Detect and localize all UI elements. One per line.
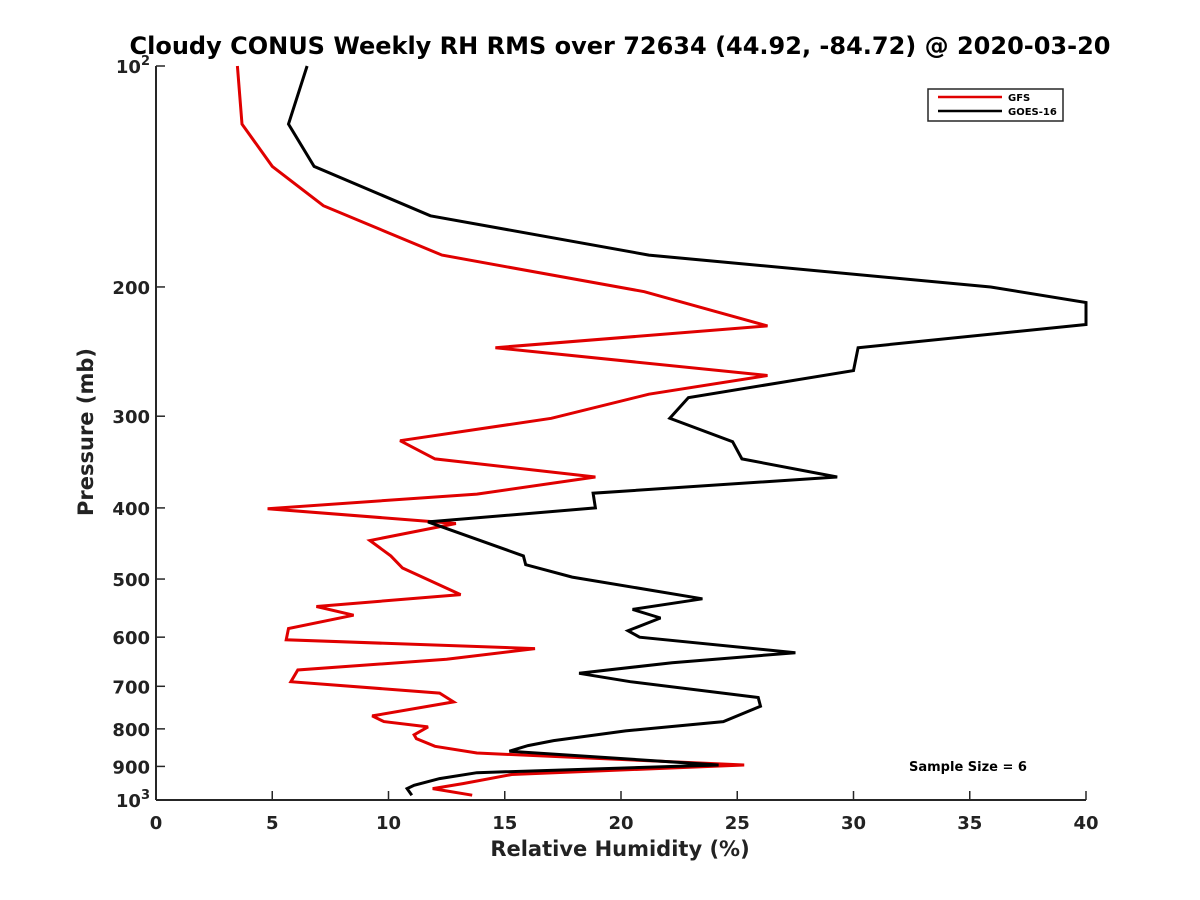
y-axis-label: Pressure (mb) xyxy=(74,348,98,516)
legend-box xyxy=(927,88,1064,122)
y-tick-label: 700 xyxy=(112,677,150,698)
y-tick-label: 400 xyxy=(112,499,150,520)
x-tick-label: 35 xyxy=(957,813,982,834)
y-tick-label: 300 xyxy=(112,407,150,428)
y-tick-label: 800 xyxy=(112,720,150,741)
x-tick-label: 15 xyxy=(492,813,517,834)
x-tick-label: 30 xyxy=(841,813,866,834)
chart-title: Cloudy CONUS Weekly RH RMS over 72634 (4… xyxy=(130,32,1111,60)
y-tick-label: 103 xyxy=(116,788,150,812)
legend-entry-label: GOES-16 xyxy=(1008,107,1057,118)
legend-entry-label: GFS xyxy=(1008,93,1030,104)
y-tick-exponent: 2 xyxy=(141,54,150,69)
series-layer xyxy=(235,65,1088,797)
series-line-goes-16 xyxy=(286,65,1088,797)
x-tick-label: 40 xyxy=(1073,813,1098,834)
y-tick-base: 10 xyxy=(116,791,141,812)
x-tick-label: 25 xyxy=(725,813,750,834)
y-tick-label: 200 xyxy=(112,278,150,299)
x-tick-label: 10 xyxy=(376,813,401,834)
x-tick-label: 5 xyxy=(266,813,279,834)
y-tick-label: 500 xyxy=(112,570,150,591)
sample-size-annotation: Sample Size = 6 xyxy=(909,760,1027,775)
y-tick-exponent: 3 xyxy=(141,788,150,803)
y-tick-label: 900 xyxy=(112,757,150,778)
y-tick-label: 102 xyxy=(116,54,150,78)
x-tick-label: 20 xyxy=(608,813,633,834)
x-tick-label: 0 xyxy=(150,813,163,834)
axes: 0 5 10 15 20 25 30 35 40102200300400500600700800… xyxy=(112,54,1098,834)
y-tick-label: 600 xyxy=(112,628,150,649)
legend: GFS GOES-16 xyxy=(927,88,1064,122)
series-line-gfs xyxy=(235,65,768,797)
x-axis-label: Relative Humidity (%) xyxy=(490,837,749,861)
y-tick-base: 10 xyxy=(116,57,141,78)
